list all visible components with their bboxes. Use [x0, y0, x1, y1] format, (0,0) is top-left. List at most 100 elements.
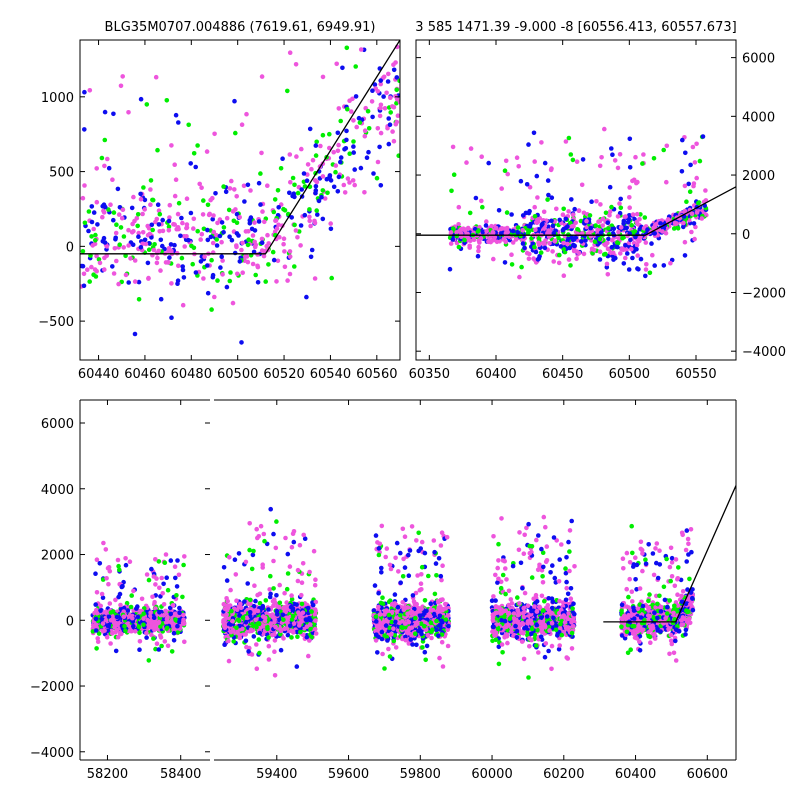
bottom-point [403, 621, 408, 626]
top-left-point [335, 130, 341, 136]
bottom-point [121, 605, 127, 611]
bottom-point [443, 601, 448, 607]
top-right-point [576, 208, 582, 213]
bottom-point [176, 572, 182, 578]
top-left-point [281, 206, 286, 212]
top-left-point [221, 225, 227, 230]
bottom-point [131, 623, 136, 629]
bottom-point [440, 620, 445, 625]
top-left-point [110, 177, 115, 182]
bottom-point [251, 548, 256, 554]
top-left-point [278, 166, 284, 171]
top-left-point [220, 272, 225, 277]
top-right-x-tick-label: 60350 [409, 367, 450, 382]
top-left-point [385, 125, 390, 131]
top-left-point [232, 187, 237, 192]
top-right-point [696, 200, 701, 206]
top-left-point [131, 194, 136, 200]
top-right-point [697, 158, 703, 164]
top-left-point [280, 156, 285, 161]
top-left-point [264, 243, 270, 249]
top-left-point [205, 227, 210, 233]
bottom-point [180, 612, 186, 618]
top-right-point [629, 223, 634, 228]
top-left-point [234, 243, 239, 248]
bottom-point [117, 591, 123, 597]
bottom-point [168, 611, 174, 617]
top-left-point [329, 275, 335, 281]
top-right-point [549, 166, 554, 171]
top-right-point [467, 243, 473, 249]
top-left-point [156, 208, 162, 213]
top-right-x-tick-label: 60500 [609, 367, 650, 382]
top-left-point [102, 109, 108, 115]
top-left-point [184, 196, 190, 201]
bottom-point [396, 569, 401, 574]
bottom-point [243, 619, 249, 625]
top-left-point [138, 196, 144, 202]
bottom-point [131, 588, 136, 594]
top-right-point [549, 195, 555, 200]
top-right-y-tick-label: 6000 [742, 52, 775, 67]
top-right-point [689, 211, 695, 217]
top-left-point [335, 148, 341, 154]
bottom-point [433, 561, 439, 566]
bottom-point [419, 539, 425, 545]
top-right-point [615, 244, 620, 250]
bottom-point [278, 647, 284, 653]
top-right-point [609, 238, 615, 243]
top-right-point [668, 260, 673, 266]
top-left-point [336, 106, 342, 111]
bottom-point [119, 584, 125, 590]
top-right-point [541, 209, 547, 215]
bottom-point [146, 577, 152, 583]
bottom-point [115, 557, 121, 563]
bottom-point [232, 557, 238, 562]
bottom-point [226, 638, 231, 644]
top-left-point [184, 225, 189, 231]
bottom-point [288, 604, 294, 610]
top-left-point [394, 75, 400, 80]
bottom-point [413, 590, 419, 596]
top-left-point [258, 171, 263, 176]
top-right-point [604, 261, 610, 267]
top-left-x-tick-label: 60500 [217, 367, 258, 382]
top-left-point [352, 182, 358, 188]
top-right-point [545, 197, 550, 202]
bottom-point [393, 555, 398, 561]
top-left-point [123, 272, 129, 278]
top-left-point [320, 132, 326, 138]
bottom-point [247, 613, 253, 619]
bottom-point [240, 615, 246, 620]
bottom-point [413, 615, 418, 621]
bottom-point [379, 636, 385, 642]
top-right-point [643, 267, 649, 272]
bottom-point [130, 615, 135, 621]
top-right-point [491, 256, 496, 262]
bottom-point [309, 609, 314, 614]
bottom-point [256, 621, 262, 626]
top-left-point [149, 235, 154, 240]
bottom-point [386, 612, 392, 618]
top-left-point [113, 235, 118, 241]
top-right-point [534, 173, 540, 179]
bottom-seg1-y-tick-label: 0 [66, 614, 74, 629]
bottom-point [308, 617, 313, 623]
bottom-point [401, 607, 407, 613]
top-right-point [643, 240, 649, 245]
top-left-point [393, 60, 398, 65]
bottom-point [266, 643, 272, 649]
bottom-point [146, 658, 152, 663]
top-left-point [389, 3, 394, 8]
top-left-point [232, 250, 238, 256]
bottom-point [141, 622, 146, 627]
bottom-point [270, 632, 275, 638]
top-left-point [142, 237, 148, 243]
bottom-point [377, 624, 382, 629]
top-left-point [102, 163, 107, 169]
bottom-point [407, 548, 413, 553]
top-left-y-tick-label: 1000 [41, 91, 74, 106]
top-left-point [188, 161, 193, 166]
top-left-point [105, 156, 110, 162]
top-left-point [322, 196, 328, 201]
